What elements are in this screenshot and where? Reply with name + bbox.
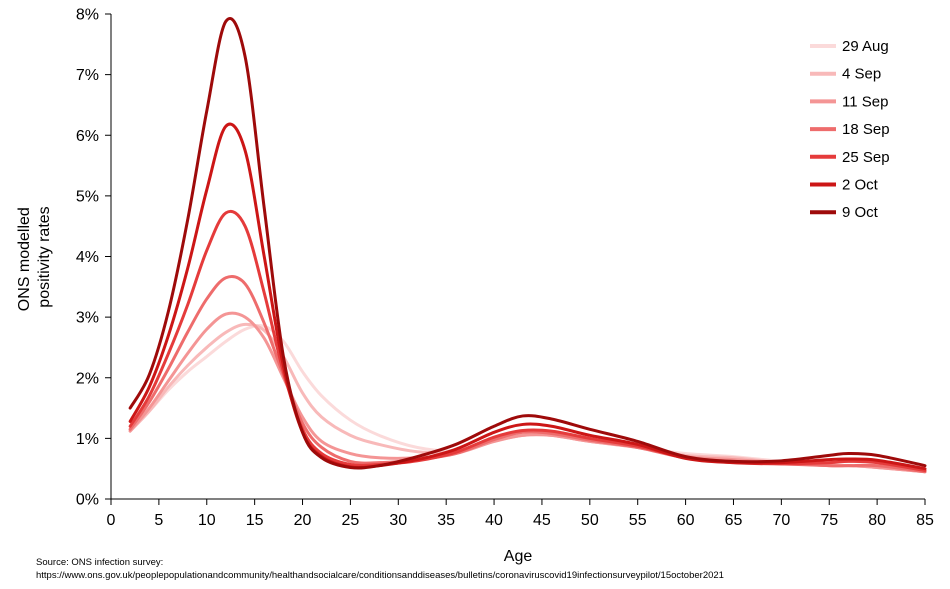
x-tick-label: 5	[154, 512, 163, 529]
legend-label: 29 Aug	[842, 38, 889, 55]
x-axis-title: Age	[504, 548, 533, 565]
legend-item: 29 Aug	[810, 38, 889, 55]
legend-item: 2 Oct	[810, 177, 879, 194]
series-lines	[128, 17, 927, 474]
y-tick-label: 4%	[76, 249, 99, 266]
legend-label: 11 Sep	[842, 93, 888, 110]
legend-label: 9 Oct	[842, 204, 879, 221]
x-tick-label: 15	[246, 512, 264, 529]
legend-item: 11 Sep	[810, 93, 888, 110]
series-line-9-oct	[128, 17, 927, 470]
legend-label: 18 Sep	[842, 121, 890, 138]
x-tick-label: 55	[629, 512, 647, 529]
series-line-18-sep	[128, 275, 927, 474]
y-axis-title: ONS modelled positivity rates	[16, 203, 53, 312]
x-tick-label: 20	[294, 512, 312, 529]
x-axis-ticks: 0 5 10 15 20 25 30 35 40 45 50 55 60 65 70 75 80 85	[107, 499, 934, 529]
x-tick-label: 65	[725, 512, 743, 529]
x-tick-label: 45	[533, 512, 551, 529]
x-tick-label: 30	[389, 512, 407, 529]
x-tick-label: 0	[107, 512, 116, 529]
legend-item: 25 Sep	[810, 149, 890, 166]
series-line-29-aug	[128, 323, 927, 474]
y-tick-label: 0%	[76, 492, 99, 509]
x-tick-label: 60	[677, 512, 695, 529]
y-tick-label: 8%	[76, 7, 99, 24]
source-url: https://www.ons.gov.uk/peoplepopulationa…	[36, 570, 724, 581]
y-tick-label: 5%	[76, 188, 99, 205]
x-tick-label: 10	[198, 512, 216, 529]
y-axis-title-line-1: ONS modelled	[16, 207, 33, 311]
source-caption: Source: ONS infection survey:	[36, 557, 164, 568]
x-tick-label: 50	[581, 512, 599, 529]
legend-label: 25 Sep	[842, 149, 890, 166]
x-tick-label: 25	[342, 512, 360, 529]
y-tick-label: 7%	[76, 67, 99, 84]
x-tick-label: 40	[485, 512, 503, 529]
legend-label: 4 Sep	[842, 66, 881, 83]
series-line-11-sep	[128, 311, 927, 474]
x-tick-label: 80	[868, 512, 886, 529]
y-tick-label: 1%	[76, 431, 99, 448]
legend: 29 Aug 4 Sep 11 Sep 18 Sep 25 Sep 2 Oct 9 Oct	[810, 38, 890, 221]
legend-item: 9 Oct	[810, 204, 879, 221]
y-axis-title-line-2: positivity rates	[36, 206, 53, 307]
y-axis-ticks: 0% 1% 2% 3% 4% 5% 6% 7% 8%	[76, 7, 111, 509]
y-tick-label: 6%	[76, 128, 99, 145]
legend-item: 4 Sep	[810, 66, 881, 83]
legend-item: 18 Sep	[810, 121, 890, 138]
series-line-4-sep	[128, 322, 927, 474]
y-tick-label: 3%	[76, 310, 99, 327]
x-tick-label: 85	[916, 512, 934, 529]
x-tick-label: 70	[772, 512, 790, 529]
x-tick-label: 75	[820, 512, 838, 529]
legend-label: 2 Oct	[842, 177, 879, 194]
y-tick-label: 2%	[76, 370, 99, 387]
x-tick-label: 35	[437, 512, 455, 529]
